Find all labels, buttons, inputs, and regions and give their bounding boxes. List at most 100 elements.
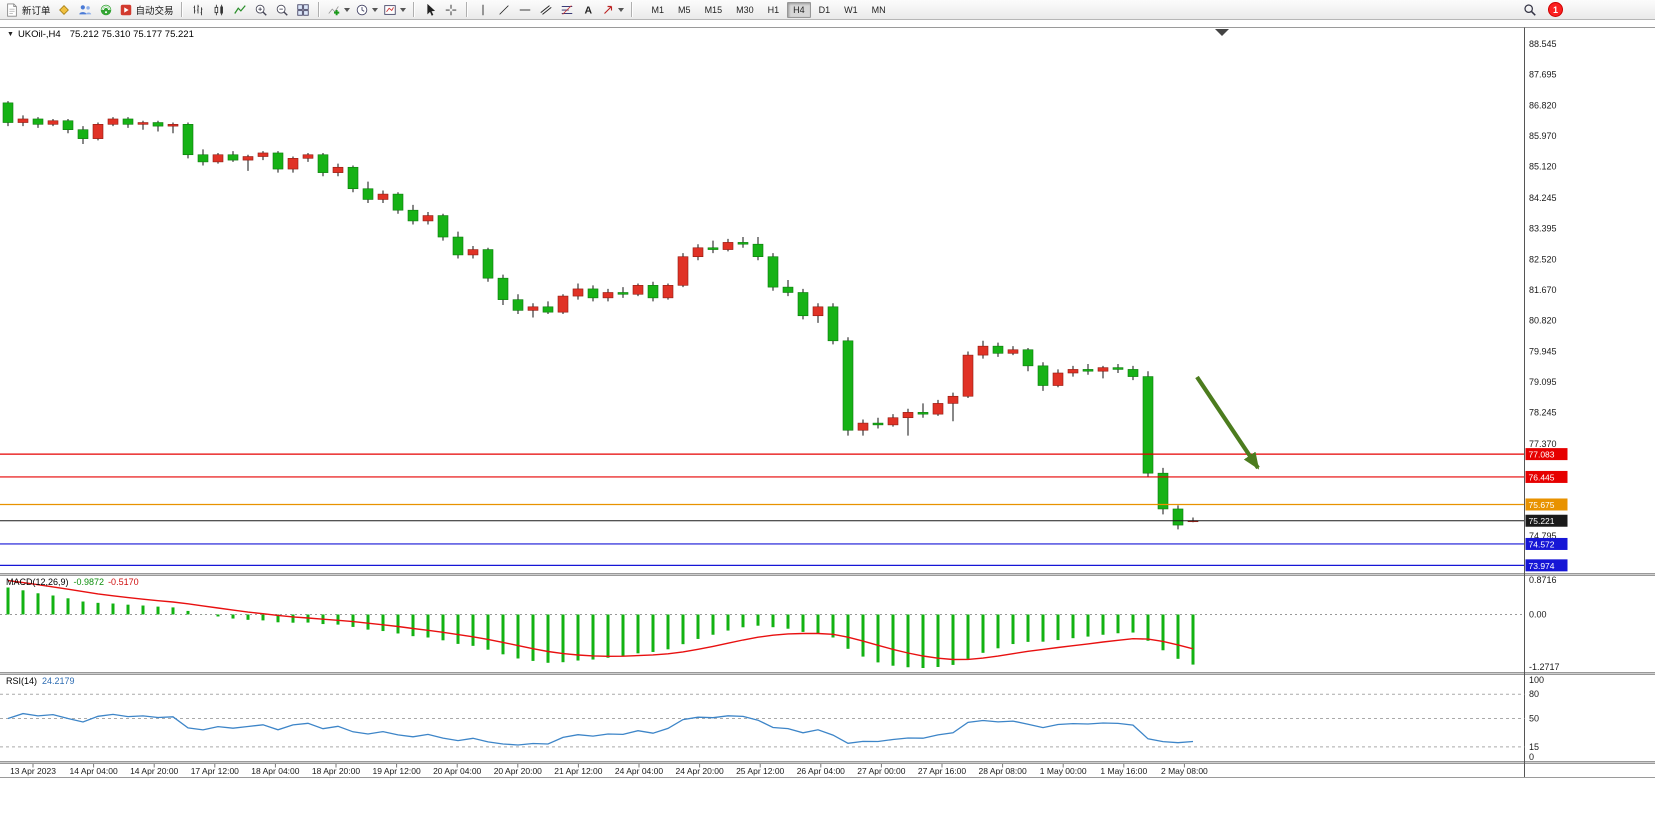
candlesticks bbox=[2, 101, 1199, 530]
time-axis-label: 1 May 00:00 bbox=[1039, 766, 1087, 776]
time-axis-label: 20 Apr 20:00 bbox=[493, 766, 542, 776]
price-axis-label: 84.245 bbox=[1529, 193, 1557, 203]
toolbar-right: 1 bbox=[1520, 1, 1655, 19]
vertical-line-button[interactable] bbox=[473, 1, 493, 19]
trend-arrow[interactable] bbox=[1195, 375, 1260, 470]
search-icon bbox=[1523, 3, 1537, 17]
horizontal-line-icon bbox=[518, 3, 532, 17]
macd-axis-label: -1.2717 bbox=[1529, 662, 1560, 672]
price-badge bbox=[1525, 448, 1568, 461]
rsi-axis-label: 0 bbox=[1529, 752, 1534, 762]
time-axis-label: 21 Apr 12:00 bbox=[554, 766, 603, 776]
timeframe-m1-button[interactable]: M1 bbox=[646, 2, 671, 18]
dropdown-caret-icon bbox=[343, 7, 350, 12]
trendline-icon bbox=[497, 3, 511, 17]
horizontal-line-button[interactable] bbox=[515, 1, 535, 19]
timeframe-mn-button[interactable]: MN bbox=[866, 2, 892, 18]
price-badge-label: 77.083 bbox=[1529, 450, 1555, 460]
bar-chart-button[interactable] bbox=[188, 1, 208, 19]
search-button[interactable] bbox=[1520, 1, 1540, 19]
toolbar: 新订单 自动交易 bbox=[0, 0, 1655, 20]
notification-badge[interactable]: 1 bbox=[1548, 2, 1563, 17]
chart-menu-arrow-icon[interactable]: ▼ bbox=[7, 31, 14, 38]
timeframe-m5-button[interactable]: M5 bbox=[672, 2, 697, 18]
cursor-button[interactable] bbox=[420, 1, 440, 19]
time-axis-label: 1 May 16:00 bbox=[1100, 766, 1148, 776]
price-badge-label: 74.572 bbox=[1529, 539, 1555, 549]
arrow-shape-icon bbox=[601, 3, 615, 17]
candlestick-icon bbox=[212, 3, 226, 17]
timeframe-w1-button[interactable]: W1 bbox=[838, 2, 864, 18]
zoom-out-icon bbox=[275, 3, 289, 17]
timeframe-d1-button[interactable]: D1 bbox=[813, 2, 837, 18]
fibonacci-button[interactable] bbox=[557, 1, 577, 19]
autotrading-icon bbox=[119, 3, 133, 17]
timeframe-h1-button[interactable]: H1 bbox=[762, 2, 786, 18]
time-axis-label: 19 Apr 12:00 bbox=[372, 766, 421, 776]
toolbar-separator bbox=[465, 2, 468, 17]
rsi-value: 24.2179 bbox=[42, 676, 75, 686]
line-chart-button[interactable] bbox=[230, 1, 250, 19]
time-axis-label: 27 Apr 00:00 bbox=[857, 766, 906, 776]
timeframe-toolbar: M1 M5 M15 M30 H1 H4 D1 W1 MN bbox=[646, 1, 892, 18]
rsi-axis-label: 50 bbox=[1529, 714, 1539, 724]
price-badge bbox=[1525, 498, 1568, 511]
price-badge-label: 73.974 bbox=[1529, 561, 1555, 571]
trendline-button[interactable] bbox=[494, 1, 514, 19]
time-axis-label: 14 Apr 04:00 bbox=[69, 766, 118, 776]
market-watch-button[interactable] bbox=[54, 1, 74, 19]
timeframe-m30-button[interactable]: M30 bbox=[730, 2, 760, 18]
signal-icon bbox=[99, 3, 113, 17]
crosshair-button[interactable] bbox=[441, 1, 461, 19]
templates-icon bbox=[383, 3, 397, 17]
zoom-out-button[interactable] bbox=[272, 1, 292, 19]
chart-symbol-period: UKOil-,H4 bbox=[17, 29, 61, 40]
rsi-indicator-label: RSI(14) 24.2179 bbox=[6, 676, 75, 686]
dropdown-caret-icon bbox=[399, 7, 406, 12]
price-axis[interactable]: 88.545 87.695 86.820 85.970 85.120 84.245 83.3… bbox=[1524, 27, 1568, 778]
price-badge-label: 76.445 bbox=[1529, 472, 1555, 482]
price-axis-label: 83.395 bbox=[1529, 223, 1557, 233]
market-watch-icon bbox=[57, 3, 71, 17]
price-axis-label: 79.095 bbox=[1529, 377, 1557, 387]
connection-button[interactable] bbox=[96, 1, 116, 19]
price-axis-label: 81.670 bbox=[1529, 285, 1557, 295]
indicators-button[interactable] bbox=[325, 1, 352, 19]
macd-value-signal: -0.5170 bbox=[108, 577, 139, 587]
autotrading-button[interactable]: 自动交易 bbox=[117, 1, 176, 19]
time-axis-label: 2 May 08:00 bbox=[1161, 766, 1208, 776]
toolbar-separator bbox=[412, 2, 415, 17]
time-axis-label: 13 Apr 2023 bbox=[10, 766, 56, 776]
arrows-tool-button[interactable] bbox=[599, 1, 626, 19]
time-axis-label: 18 Apr 04:00 bbox=[251, 766, 300, 776]
indicators-icon bbox=[327, 3, 341, 17]
time-axis-label: 28 Apr 08:00 bbox=[978, 766, 1027, 776]
new-order-button[interactable]: 新订单 bbox=[3, 1, 53, 19]
macd-value-main: -0.9872 bbox=[73, 577, 105, 587]
tile-windows-button[interactable] bbox=[293, 1, 313, 19]
rsi-axis-label: 100 bbox=[1529, 675, 1544, 685]
chart-shift-marker[interactable] bbox=[1215, 29, 1229, 36]
timeframe-h4-button[interactable]: H4 bbox=[787, 1, 811, 18]
new-order-label: 新订单 bbox=[22, 5, 51, 17]
candlestick-chart-button[interactable] bbox=[209, 1, 229, 19]
text-tool-button[interactable]: A bbox=[578, 1, 598, 19]
price-badge-label: 75.675 bbox=[1529, 500, 1555, 510]
time-axis[interactable]: 13 Apr 2023 14 Apr 04:00 14 Apr 20:00 17 Ap… bbox=[0, 766, 1655, 778]
dropdown-caret-icon bbox=[617, 7, 624, 12]
zoom-in-button[interactable] bbox=[251, 1, 271, 19]
templates-button[interactable] bbox=[381, 1, 408, 19]
accounts-button[interactable] bbox=[75, 1, 95, 19]
price-badge bbox=[1525, 537, 1568, 550]
periods-button[interactable] bbox=[353, 1, 380, 19]
time-axis-label: 27 Apr 16:00 bbox=[917, 766, 967, 776]
line-chart-icon bbox=[233, 3, 247, 17]
rsi-line bbox=[7, 712, 1194, 746]
timeframe-m15-button[interactable]: M15 bbox=[699, 2, 729, 18]
price-axis-label: 74.795 bbox=[1529, 531, 1557, 541]
macd-name: MACD(12,26,9) bbox=[6, 577, 69, 587]
bar-chart-icon bbox=[191, 3, 205, 17]
time-axis-label: 24 Apr 20:00 bbox=[675, 766, 724, 776]
chart-canvas[interactable]: 88.545 87.695 86.820 85.970 85.120 84.245 83.3… bbox=[0, 20, 1655, 825]
channel-button[interactable] bbox=[536, 1, 556, 19]
